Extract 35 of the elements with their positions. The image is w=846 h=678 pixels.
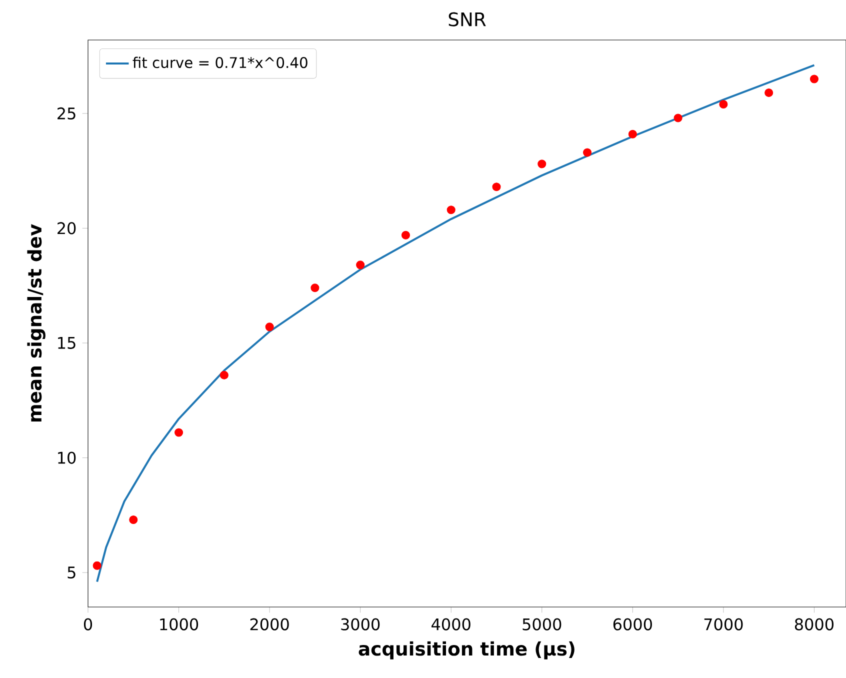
x-tick-label: 7000 bbox=[704, 618, 743, 630]
point bbox=[810, 74, 818, 84]
point bbox=[492, 182, 501, 192]
point bbox=[401, 230, 410, 240]
x-tick-label: 4000 bbox=[432, 618, 470, 630]
point bbox=[764, 88, 774, 98]
point bbox=[446, 206, 456, 214]
point bbox=[674, 114, 682, 122]
point bbox=[719, 100, 728, 109]
legend-label: fit curve = 0.71*x^0.40 bbox=[132, 56, 308, 68]
point bbox=[129, 515, 138, 524]
point bbox=[310, 284, 320, 292]
y-tick-label: 5 bbox=[68, 566, 76, 578]
point bbox=[356, 260, 365, 270]
point bbox=[538, 160, 546, 168]
x-tick-label: 1000 bbox=[160, 618, 198, 630]
y-axis-title: mean signal/st dev bbox=[27, 224, 46, 422]
x-tick-label: 2000 bbox=[250, 618, 289, 630]
point bbox=[92, 561, 102, 570]
point bbox=[174, 428, 184, 437]
y-tick-label: 10 bbox=[58, 452, 76, 464]
y-tick-label: 15 bbox=[58, 337, 76, 349]
point bbox=[220, 370, 228, 380]
point bbox=[583, 148, 592, 157]
x-axis-title: acquisition time (μs) bbox=[358, 641, 574, 660]
x-tick-label: 6000 bbox=[613, 618, 652, 630]
y-tick-label: 25 bbox=[58, 107, 76, 120]
chart-title: SNR bbox=[448, 12, 486, 26]
y-tick-label: 20 bbox=[58, 222, 76, 234]
x-tick-label: 8000 bbox=[794, 618, 834, 630]
x-tick-label: 3000 bbox=[341, 618, 380, 630]
point bbox=[628, 130, 637, 138]
point bbox=[265, 322, 274, 332]
x-tick-label: 5000 bbox=[522, 618, 562, 630]
x-tick-label: 0 bbox=[84, 618, 92, 630]
